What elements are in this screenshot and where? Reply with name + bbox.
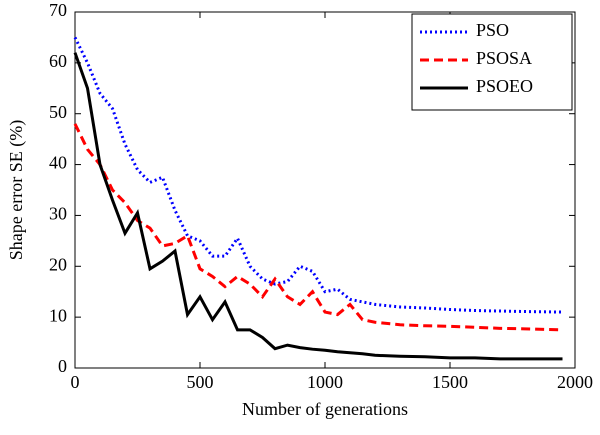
legend-label: PSOEO [476,76,533,96]
y-tick-label: 60 [49,51,67,71]
legend-label: PSO [476,20,509,40]
y-tick-label: 10 [49,305,67,325]
y-tick-label: 70 [49,0,67,20]
series-line [73,52,563,361]
x-tick-label: 1500 [432,372,468,392]
y-axis-label: Shape error SE (%) [6,120,27,260]
y-tick-label: 40 [49,153,67,173]
x-tick-label: 2000 [557,372,593,392]
x-tick-label: 500 [187,372,214,392]
y-tick-label: 50 [49,102,67,122]
legend-box [411,13,573,111]
legend-label: PSOSA [476,48,532,68]
x-axis-label: Number of generations [242,399,408,419]
series-line [73,36,563,314]
y-tick-label: 0 [58,356,67,376]
y-tick-label: 30 [49,204,67,224]
series-line [73,123,563,332]
x-tick-label: 1000 [307,372,343,392]
x-tick-label: 0 [71,372,80,392]
y-tick-label: 20 [49,254,67,274]
